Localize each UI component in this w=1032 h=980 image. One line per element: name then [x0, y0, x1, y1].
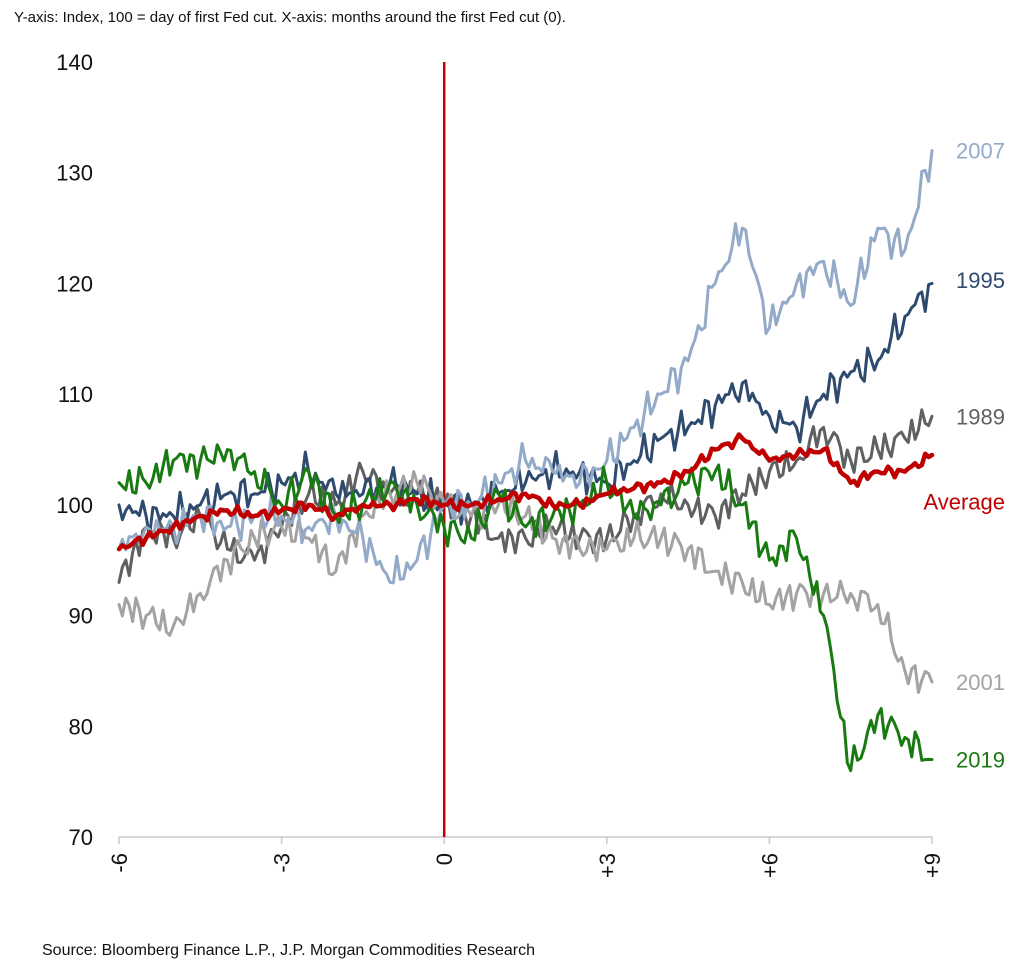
y-tick-label: 80 — [69, 714, 93, 739]
series-line-2007 — [117, 149, 934, 585]
source-note: Source: Bloomberg Finance L.P., J.P. Mor… — [42, 942, 535, 959]
series-line-1995 — [117, 281, 934, 538]
series-line-1989 — [117, 408, 934, 584]
series-label-1989: 1989 — [956, 404, 1005, 429]
y-tick-label: 110 — [58, 382, 93, 407]
x-tick-label: -6 — [107, 853, 132, 873]
chart-subtitle: Y-axis: Index, 100 = day of first Fed cu… — [14, 9, 566, 26]
series-line-2019 — [117, 443, 934, 773]
x-tick-label: +9 — [920, 853, 945, 878]
series-label-1995: 1995 — [956, 268, 1005, 293]
x-tick-label: 0 — [432, 853, 457, 865]
axes: 70 80 90 100 110 120 130 140 -6 -3 0 +3 +6 +9 — [56, 50, 945, 878]
series-label-2019: 2019 — [956, 748, 1005, 773]
y-tick-label: 130 — [56, 161, 93, 186]
series-line-average — [116, 432, 935, 552]
series-labels: 1989 1995 2001 2007 2019 Average — [923, 139, 1005, 773]
y-tick-label: 100 — [56, 493, 93, 518]
line-chart: 70 80 90 100 110 120 130 140 -6 -3 0 +3 +6 +9 1989 199… — [56, 50, 1005, 878]
y-tick-label: 120 — [56, 271, 93, 296]
series-lines — [116, 149, 935, 773]
y-tick-label: 70 — [69, 825, 93, 850]
series-label-2007: 2007 — [956, 139, 1005, 164]
x-tick-label: -3 — [270, 853, 295, 873]
y-tick-label: 140 — [56, 50, 93, 75]
series-line-2001 — [117, 470, 934, 694]
series-label-2001: 2001 — [956, 670, 1005, 695]
y-tick-label: 90 — [69, 604, 93, 629]
x-tick-label: +6 — [757, 853, 782, 878]
series-label-average: Average — [923, 490, 1005, 515]
x-tick-label: +3 — [595, 853, 620, 878]
